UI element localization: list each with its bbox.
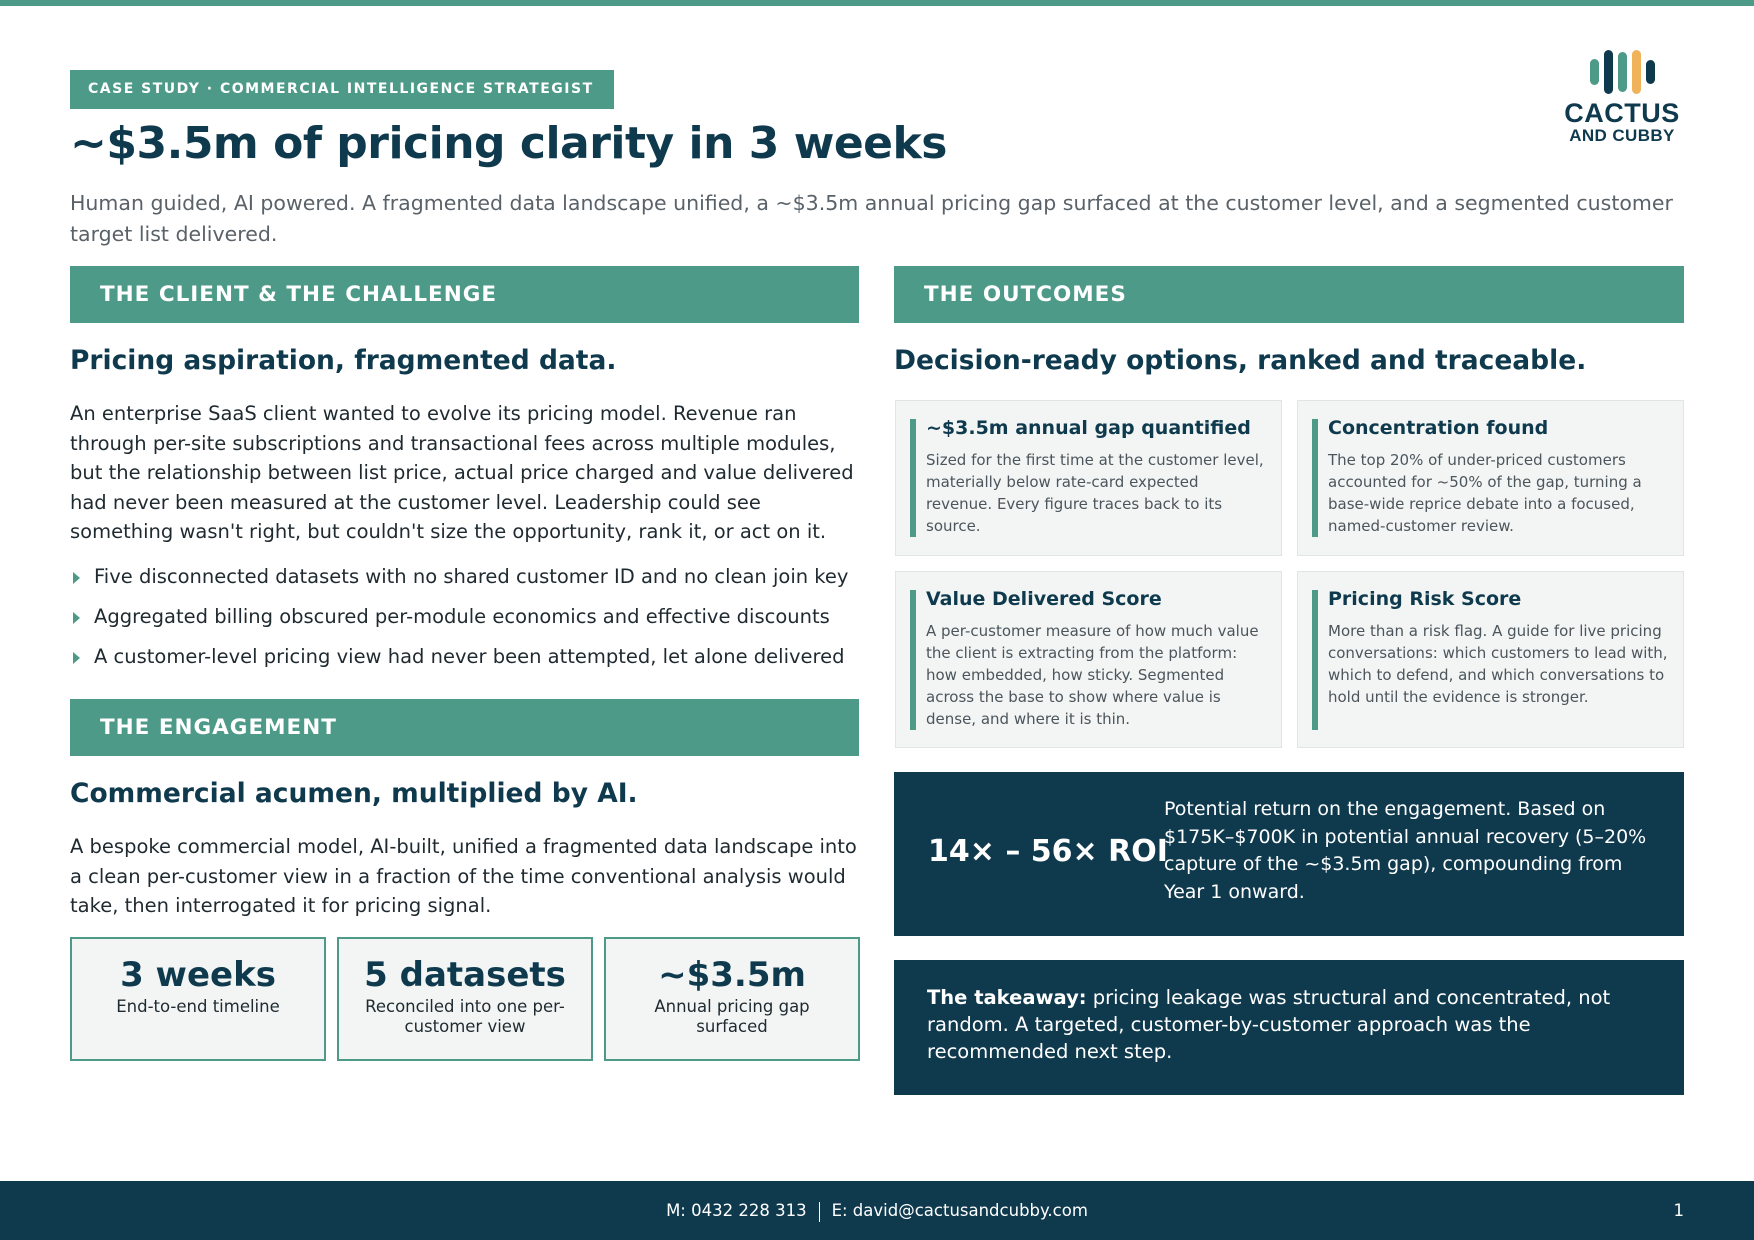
footer-phone: M: 0432 228 313	[666, 1201, 807, 1220]
stat-card-gap: ~$3.5m Annual pricing gap surfaced	[604, 937, 860, 1061]
client-challenge-band: THE CLIENT & THE CHALLENGE	[70, 266, 859, 323]
roi-description: Potential return on the engagement. Base…	[1164, 798, 1647, 903]
stat-label: Reconciled into one per-customer view	[365, 997, 565, 1036]
footer: M: 0432 228 313 E: david@cactusandcubby.c…	[0, 1181, 1754, 1240]
outcome-card-value-score: Value Delivered Score A per-customer mea…	[895, 571, 1282, 748]
roi-panel: 14× – 56× ROI Potential return on the en…	[894, 772, 1684, 936]
challenge-list: Five disconnected datasets with no share…	[70, 563, 870, 683]
bullet-text: Five disconnected datasets with no share…	[94, 565, 849, 588]
card-body: The top 20% of under-priced customers ac…	[1328, 451, 1642, 535]
card-title: Concentration found	[1328, 417, 1549, 439]
client-heading: Pricing aspiration, fragmented data.	[70, 345, 617, 376]
card-title: Pricing Risk Score	[1328, 588, 1522, 610]
company-logo: CACTUS AND CUBBY	[1562, 48, 1682, 145]
bullet-arrow-icon	[73, 652, 80, 664]
list-item: Five disconnected datasets with no share…	[70, 563, 870, 603]
card-accent-bar	[1312, 590, 1318, 730]
card-accent-bar	[910, 590, 916, 730]
outcome-card-gap: ~$3.5m annual gap quantified Sized for t…	[895, 400, 1282, 556]
takeaway-lead: The takeaway:	[927, 986, 1087, 1009]
stat-value: ~$3.5m	[658, 955, 806, 995]
logo-wordmark-line1: CACTUS	[1564, 98, 1680, 128]
page-number: 1	[1673, 1201, 1685, 1220]
client-body: An enterprise SaaS client wanted to evol…	[70, 402, 854, 543]
footer-divider	[818, 1201, 820, 1222]
stat-card-timeline: 3 weeks End-to-end timeline	[70, 937, 326, 1061]
engagement-heading: Commercial acumen, multiplied by AI.	[70, 778, 638, 809]
list-item: A customer-level pricing view had never …	[70, 643, 870, 683]
card-body: Sized for the first time at the customer…	[926, 451, 1264, 535]
card-title: ~$3.5m annual gap quantified	[926, 417, 1251, 439]
stat-value: 5 datasets	[364, 955, 566, 995]
bullet-text: A customer-level pricing view had never …	[94, 645, 845, 668]
card-body: More than a risk flag. A guide for live …	[1328, 622, 1668, 706]
stat-card-datasets: 5 datasets Reconciled into one per-custo…	[337, 937, 593, 1061]
footer-contact: M: 0432 228 313 E: david@cactusandcubby.c…	[0, 1181, 1754, 1240]
outcome-card-concentration: Concentration found The top 20% of under…	[1297, 400, 1684, 556]
outcomes-band: THE OUTCOMES	[894, 266, 1684, 323]
case-study-eyebrow: CASE STUDY · COMMERCIAL INTELLIGENCE STR…	[70, 70, 614, 109]
card-body: A per-customer measure of how much value…	[926, 622, 1259, 728]
card-accent-bar	[1312, 419, 1318, 537]
list-item: Aggregated billing obscured per-module e…	[70, 603, 870, 643]
footer-email[interactable]: E: david@cactusandcubby.com	[831, 1201, 1088, 1220]
outcome-card-risk-score: Pricing Risk Score More than a risk flag…	[1297, 571, 1684, 748]
page-subtitle: Human guided, AI powered. A fragmented d…	[70, 191, 1673, 246]
roi-value: 14× – 56× ROI	[928, 834, 1168, 869]
engagement-band: THE ENGAGEMENT	[70, 699, 859, 756]
bullet-arrow-icon	[73, 612, 80, 624]
stat-label: Annual pricing gap surfaced	[654, 997, 810, 1036]
takeaway-text: pricing leakage was structural and conce…	[927, 986, 1611, 1063]
takeaway-panel: The takeaway: pricing leakage was struct…	[894, 960, 1684, 1095]
bullet-text: Aggregated billing obscured per-module e…	[94, 605, 830, 628]
top-accent-line	[0, 0, 1754, 6]
outcomes-heading: Decision-ready options, ranked and trace…	[894, 345, 1587, 376]
stat-label: End-to-end timeline	[116, 997, 280, 1016]
engagement-body: A bespoke commercial model, AI-built, un…	[70, 835, 857, 917]
card-accent-bar	[910, 419, 916, 537]
card-title: Value Delivered Score	[926, 588, 1162, 610]
bullet-arrow-icon	[73, 572, 80, 584]
logo-wordmark-line2: AND CUBBY	[1569, 126, 1675, 145]
page-title: ~$3.5m of pricing clarity in 3 weeks	[70, 118, 947, 169]
logo-mark-icon	[1562, 48, 1682, 96]
stat-value: 3 weeks	[120, 955, 276, 995]
